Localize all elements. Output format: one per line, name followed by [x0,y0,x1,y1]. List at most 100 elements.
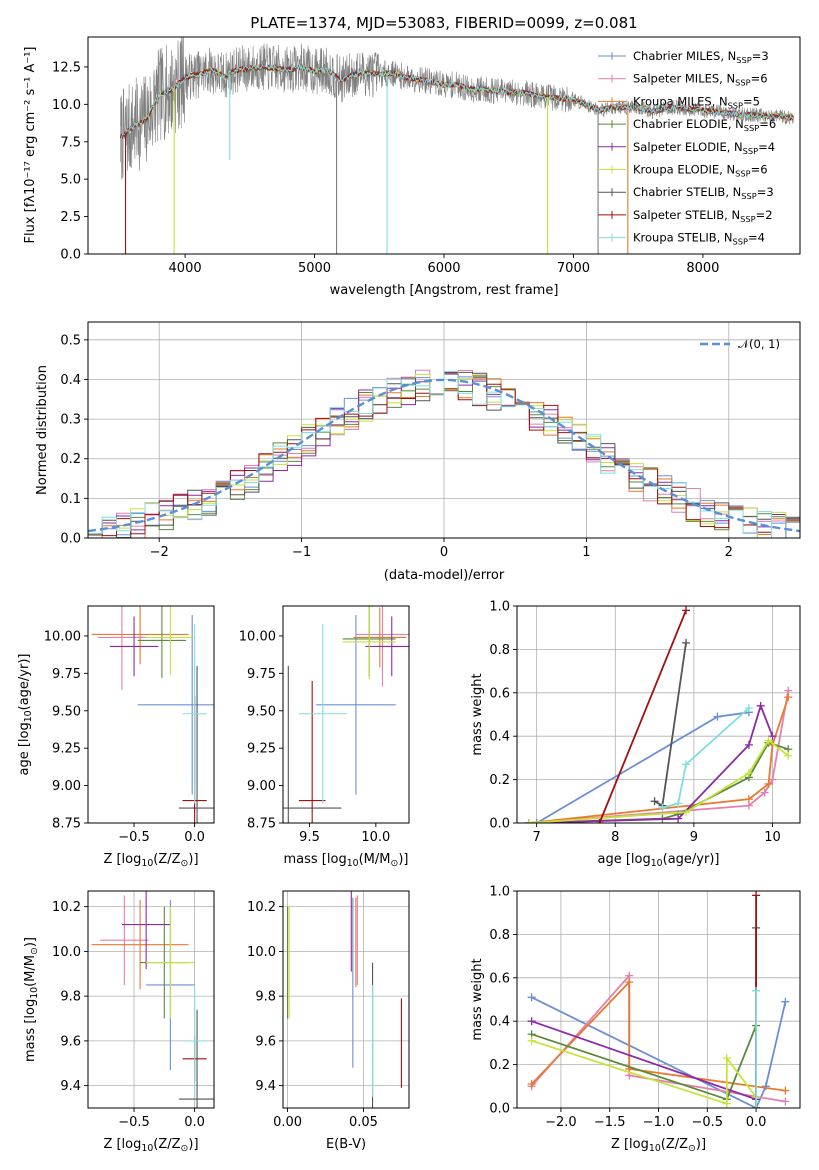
series-line-salpeter-stelib [598,609,687,823]
y-tick-label: 0.2 [489,773,510,788]
label-part: age/yr [668,852,710,867]
legend-entry: 𝒩(0, 1) [738,337,780,351]
x-axis-label: (data-model)/error [384,568,505,583]
x-tick-label: −0.5 [118,830,150,845]
label-part: Kroupa ELODIE, N [633,163,735,177]
label-part: ⊙ [181,1143,189,1154]
label-part: )] [188,852,198,867]
label-part: )] [398,852,408,867]
axes-frame [282,605,410,824]
axes-frame [87,605,215,824]
y-tick-label: 10.2 [247,900,276,915]
y-tick-label: 12.5 [52,60,81,75]
label-part: Kroupa MILES, N [633,94,728,108]
x-tick-label: 9.5 [299,830,320,845]
plot-area [517,891,800,1108]
x-tick-label: 4000 [169,261,202,276]
plot-area [283,891,409,1108]
y-tick-label: 9.50 [247,704,276,719]
x-tick-label: −1.0 [643,1115,675,1130]
x-tick-label: 8000 [686,261,719,276]
y-tick-label: 0.6 [489,971,510,986]
y-tick-label: 9.6 [60,1034,81,1049]
data-point [682,808,691,817]
y-tick-label: 9.4 [60,1079,81,1094]
label-part: ( [153,1137,158,1152]
label-part: Salpeter STELIB, N [633,208,740,222]
y-tick-label: 9.75 [247,667,276,682]
label-part: Salpeter MILES, N [633,72,735,86]
x-tick-label: 6000 [427,261,460,276]
label-part: =6 [751,163,768,177]
data-point [674,799,683,808]
y-tick-label: 9.4 [255,1079,276,1094]
legend-entry: Kroupa MILES, NSSP=5 [633,94,760,110]
y-axis-label: Flux [fλ10⁻¹⁷ erg cm⁻² s⁻¹ A⁻¹] [23,47,38,244]
data-point [744,740,753,749]
data-point [674,814,683,823]
x-tick-label: −2.0 [545,1115,577,1130]
series-line-chabrier-elodie [531,1025,757,1108]
x-tick-label: 1 [582,545,590,560]
y-tick-label: 0.0 [60,248,81,263]
label-part: Z [log [611,1137,649,1152]
plot-area [91,606,214,823]
label-part: ( [663,852,668,867]
series-line-kroupa-elodie [528,739,789,823]
y-tick-label: 9.25 [52,742,81,757]
label-part: Chabrier STELIB, N [633,185,741,199]
data-point [658,803,667,812]
legend-entry: Salpeter ELODIE, NSSP=4 [633,140,775,156]
label-part: =3 [757,185,774,199]
data-point [625,978,634,987]
data-point [760,788,769,797]
plot-area [88,891,214,1108]
label-part: ( [23,982,38,987]
data-point [527,993,536,1002]
chart-mass-vs-Z: −0.5 0.09.49.69.810.010.2Z [log10(Z/Z⊙)]m… [23,890,215,1154]
y-tick-label: 0.2 [489,1058,510,1073]
y-tick-label: 0.0 [489,817,510,832]
label-part: age [log [597,852,650,867]
label-part: ( [661,1137,666,1152]
y-tick-label: 0.1 [60,492,81,507]
chart-mass-vs-EBV: 0.00 0.05 9.4 9.6 9.8 10.0 10.2 E(B-V) [247,890,410,1152]
label-part: SSP [743,146,758,156]
y-tick-label: 0.2 [60,452,81,467]
label-part: 10 [141,858,153,869]
x-tick-label: 0.05 [349,1115,378,1130]
chart-spectrum: 4000 5000 6000 7000 8000 0.0 2.5 5.0 7.5 10.0 12.5… [23,36,801,298]
label-part: =4 [748,231,765,245]
data-point [682,638,691,647]
data-point [784,693,793,702]
data-point [682,606,691,615]
data-point [752,986,761,995]
y-tick-label: 10.0 [52,945,81,960]
y-tick-label: 7.5 [60,135,81,150]
label-part: =6 [751,72,768,86]
label-part: SSP [735,78,750,88]
y-tick-label: 9.6 [255,1034,276,1049]
x-tick-label: 7000 [557,261,590,276]
x-tick-label: 0.00 [273,1115,302,1130]
axis-label: mass [log10(M/M⊙)] [23,937,40,1062]
label-part: ⊙ [181,858,189,869]
x-tick-label: −0.5 [692,1115,724,1130]
data-point [752,891,761,900]
data-point [527,1017,536,1026]
label-part: mass [log [23,999,38,1062]
y-tick-label: 0.4 [489,1015,510,1030]
legend-entry: Kroupa ELODIE, NSSP=6 [633,163,768,179]
legend-entry: Kroupa STELIB, NSSP=4 [633,231,765,247]
data-point [527,1080,536,1089]
data-point [756,701,765,710]
y-tick-label: 0.8 [489,928,510,943]
label-part: ( [359,852,364,867]
data-point [595,819,604,823]
y-tick-label: 0.4 [489,730,510,745]
legend-entry: Chabrier ELODIE, NSSP=6 [633,117,776,133]
y-tick-label: 1.0 [489,600,510,615]
label-part: Z [log [103,1137,141,1152]
label-part: Salpeter ELODIE, N [633,140,743,154]
axis-label: mass [log10(M/M⊙)] [284,852,409,869]
